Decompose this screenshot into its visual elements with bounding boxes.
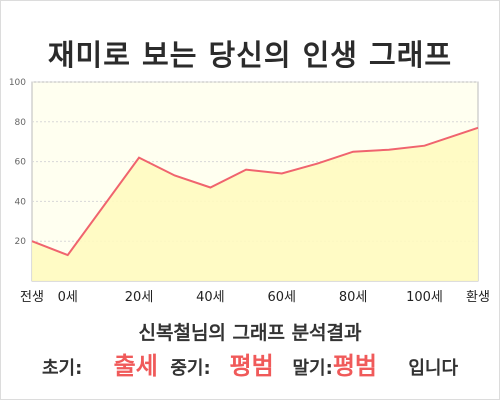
analysis-result: 초기: 출세 중기: 평범 말기:평범 입니다	[0, 346, 500, 381]
series-line	[31, 126, 479, 257]
y-tick-label: 100	[9, 78, 26, 88]
y-tick-label: 60	[15, 158, 27, 168]
x-tick-label: 80세	[339, 290, 368, 305]
y-tick-label: 20	[15, 237, 27, 247]
y-tick-label: 80	[15, 118, 27, 128]
y-tick-label: 40	[15, 197, 27, 207]
area-fill	[32, 127, 478, 281]
chart-title: 재미로 보는 당신의 인생 그래프	[47, 38, 453, 72]
mid-label: 중기:	[170, 358, 211, 379]
late-value: 평범	[332, 352, 377, 380]
early-label: 초기:	[41, 358, 83, 379]
analysis-title: 신복철님의 그래프 분석결과	[138, 322, 362, 344]
x-tick-label: 100세	[406, 290, 443, 305]
x-axis-ticks: 전생 0세 20세 40세 60세 80세 100세 환생	[20, 290, 490, 305]
x-tick-label: 전생	[20, 290, 44, 305]
early-value: 출세	[113, 352, 158, 380]
x-tick-label: 20세	[125, 290, 154, 305]
x-tick-label: 40세	[196, 290, 225, 305]
x-tick-label: 환생	[466, 290, 490, 305]
y-axis-ticks: 20 40 60 80 100	[9, 78, 26, 247]
life-graph-chart: 20 40 60 80 100 전생 0세 20세 40세 60세 80세 100세 환생	[9, 78, 490, 305]
mid-value: 평범	[229, 352, 274, 380]
late-label: 말기:	[292, 358, 333, 379]
x-tick-label: 0세	[58, 290, 78, 305]
result-suffix: 입니다	[408, 358, 459, 379]
x-tick-label: 60세	[268, 290, 297, 305]
